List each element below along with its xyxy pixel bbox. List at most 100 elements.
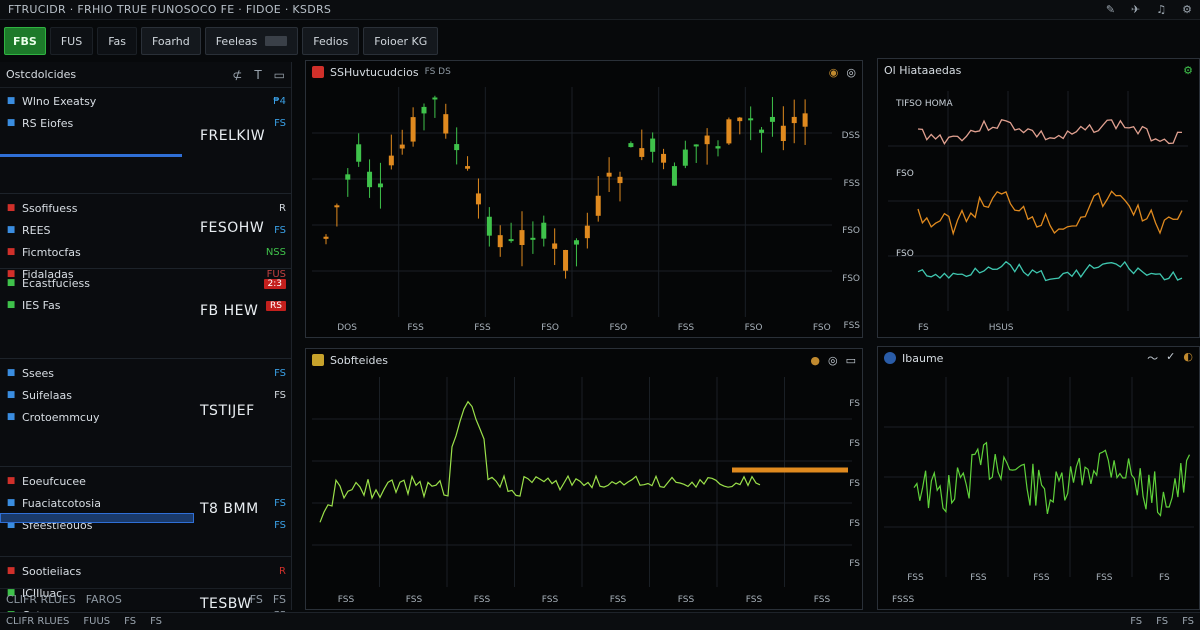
status-text-2: FUUS [83, 616, 111, 627]
watchlist-item[interactable]: ■ IES Fas RS [0, 294, 292, 316]
curve-icon[interactable]: 〜 [1147, 352, 1159, 365]
watchlist-item[interactable]: ■ Wlno Exeatsy ₱4 [0, 90, 292, 112]
settings-icon[interactable]: ◎ [827, 353, 838, 367]
toolbar-button-1[interactable]: FUS [49, 27, 94, 55]
x-tick: FSS [407, 323, 424, 333]
bottom-y-axis: FS FS FS FS FS [832, 399, 860, 569]
status-dot-icon: ■ [6, 118, 16, 128]
candle-body [356, 144, 362, 162]
edit-icon[interactable]: ✈ [1131, 3, 1141, 16]
candle-body [486, 216, 492, 236]
watchlist-item[interactable]: ■ RS Eiofes FS [0, 112, 292, 134]
series-line [917, 260, 1183, 282]
x-tick: FSO [541, 323, 559, 333]
main-chart-sub: FS DS [424, 67, 451, 77]
settings-icon[interactable]: ◎ [846, 65, 856, 79]
price-line [319, 400, 761, 523]
indicator-icon[interactable]: ◉ [828, 65, 839, 79]
gauge-icon[interactable]: ◐ [1183, 350, 1193, 363]
candle-body [552, 243, 558, 249]
watchlist-item[interactable]: ■ REES FS [0, 219, 292, 241]
pin-icon[interactable]: ✎ [1105, 3, 1116, 16]
watchlist-item-value: 2:3 [260, 278, 286, 289]
watchlist-item-value: FS [274, 224, 286, 236]
text-icon[interactable]: T [254, 67, 262, 82]
chart-type-icon [312, 354, 324, 366]
watchlist-item[interactable]: ■ Eoeufcucee [0, 470, 292, 492]
watchlist-item[interactable]: ■ Fidaladas FUS [0, 263, 292, 285]
y-tick: FSO [842, 226, 860, 236]
watchlist-item-value: RS [260, 300, 286, 311]
watchlist-item[interactable]: ■ ICIIluac [0, 582, 292, 604]
bottom-line-chart[interactable] [312, 377, 852, 587]
watchlist-item[interactable]: ■ Ssofifuess R [0, 197, 292, 219]
row-label-2: FSO [896, 169, 914, 179]
window-icon[interactable]: ▭ [273, 67, 285, 82]
toolbar-button-3[interactable]: Foarhd [141, 27, 201, 55]
candle-body [650, 138, 656, 152]
toolbar-button-5[interactable]: Fedios [302, 27, 360, 55]
sort-icon[interactable]: ⊄ [232, 67, 243, 82]
brand-logo[interactable]: FBS [4, 27, 46, 55]
settings-icon[interactable]: ⚙ [1183, 63, 1193, 77]
main-x-axis: DOS FSS FSS FSO FSO FSS FSO FSO [306, 319, 862, 337]
candle-body [682, 149, 688, 166]
watchlist-item[interactable]: ■ Suifelaas FS [0, 384, 292, 406]
candle-body [465, 166, 471, 169]
candle-body [432, 97, 438, 100]
gear-icon[interactable]: ⚙ [1182, 3, 1192, 16]
watchlist-item-name: Ecastfuciess [22, 276, 90, 290]
candle-body [519, 230, 525, 245]
check-icon[interactable]: ✓ [1166, 350, 1176, 363]
toolbar-button-4[interactable]: Feeleas [204, 27, 299, 55]
watchlist-item[interactable]: ■ Ficmtocfas NSS [0, 241, 292, 263]
bell-icon[interactable]: ♫ [1156, 3, 1167, 16]
group-divider [0, 193, 292, 194]
status-dot-icon: ■ [6, 476, 16, 486]
watchlist-item[interactable]: ■ Ssees FS [0, 362, 292, 384]
x-tick: FSO [812, 323, 831, 333]
candle-body [377, 183, 383, 188]
candle-body [399, 144, 405, 149]
candle-body [780, 125, 786, 142]
status-right-2: FS [1156, 616, 1169, 627]
toolbar-button-2[interactable]: Fas [97, 27, 137, 55]
chart-type-icon [312, 66, 324, 78]
x-tick: FSS [474, 323, 491, 333]
alert-badge: RS [266, 300, 286, 311]
right-bottom-panel[interactable]: Ibaume 〜 ✓ ◐ FSS FSS FSS FSS FS FSSS [877, 346, 1200, 610]
toolbar-button-6[interactable]: Foioer KG [363, 27, 439, 55]
group-divider [0, 268, 292, 269]
candle-body [421, 106, 427, 114]
candle-body [367, 171, 373, 188]
expand-icon[interactable]: ▭ [845, 353, 856, 367]
watchlist-item-value: NSS [265, 246, 286, 258]
candle-body [704, 135, 710, 145]
watchlist-item-name: IES Fas [22, 298, 61, 312]
indicator-icon[interactable]: ● [810, 353, 820, 367]
candle-body [454, 144, 460, 151]
candle-body [595, 195, 601, 216]
candle-body [726, 119, 732, 144]
multi-line-chart[interactable] [888, 91, 1188, 311]
x-tick: FSS [970, 573, 987, 583]
watchlist-item[interactable]: ■ Ecastfuciess 2:3 [0, 272, 292, 294]
right-top-panel[interactable]: Ol Hiataaedas ⚙ TIFSO HOMA FSO FSO FS HS… [877, 58, 1200, 338]
candle-body [497, 235, 503, 248]
candle-body [388, 155, 394, 166]
watchlist-item[interactable]: ■ Fuaciatcotosia FS [0, 492, 292, 514]
candle-body [671, 166, 677, 186]
watchlist-item[interactable]: ■ Sootieiiacs R [0, 560, 292, 582]
footer-text-3: FS [249, 593, 263, 606]
bottom-chart-panel[interactable]: Sobfteides ● ◎ ▭ FS FS FS FS FS FSS FSS … [305, 348, 863, 610]
right-bottom-x-axis: FSS FSS FSS FSS FS [878, 569, 1199, 587]
main-chart-panel[interactable]: SSHuvtucudcios FS DS ◉ ◎ DSS FSS FSO FSO… [305, 60, 863, 338]
right-bottom-line-chart[interactable] [884, 377, 1194, 577]
alert-badge: 2:3 [263, 278, 286, 289]
candlestick-chart[interactable] [312, 87, 832, 317]
watchlist-item-name: REES [22, 223, 51, 237]
main-chart-header: SSHuvtucudcios FS DS ◉ ◎ [306, 61, 862, 83]
right-top-x-axis: FS HSUS [878, 319, 1199, 337]
footer-text-4: FS [272, 593, 286, 606]
watchlist-item[interactable]: ■ Crotoemmcuy [0, 406, 292, 428]
